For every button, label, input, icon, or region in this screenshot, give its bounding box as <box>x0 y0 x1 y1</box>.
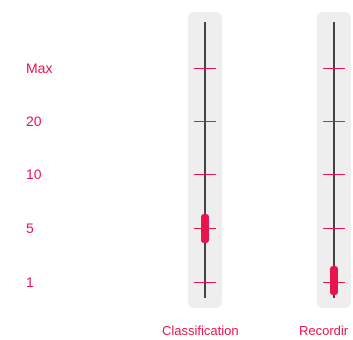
tick-1 <box>194 282 216 283</box>
tick-20 <box>323 121 345 122</box>
recording-slider[interactable] <box>317 12 351 308</box>
classification-slider-thumb[interactable] <box>201 214 209 243</box>
classification-slider-label: Classification <box>162 323 239 338</box>
classification-slider[interactable] <box>188 12 222 308</box>
scale-label-20: 20 <box>26 113 42 129</box>
tick-10 <box>323 174 345 175</box>
scale-label-10: 10 <box>26 166 42 182</box>
tick-max <box>194 68 216 69</box>
recording-slider-thumb[interactable] <box>330 266 338 295</box>
slider-rail <box>204 22 206 298</box>
tick-5 <box>323 228 345 229</box>
slider-rail <box>333 22 335 298</box>
tick-20 <box>194 121 216 122</box>
tick-max <box>323 68 345 69</box>
scale-label-1: 1 <box>26 274 34 290</box>
scale-label-5: 5 <box>26 220 34 236</box>
scale-label-max: Max <box>26 60 53 76</box>
recording-slider-label: Recordir <box>299 323 349 338</box>
tick-10 <box>194 174 216 175</box>
